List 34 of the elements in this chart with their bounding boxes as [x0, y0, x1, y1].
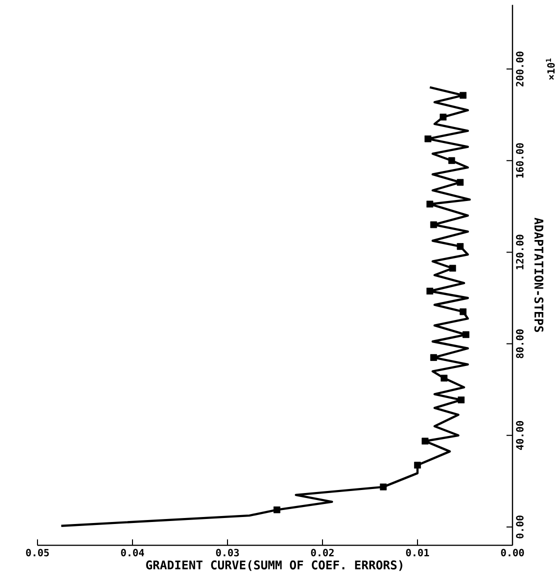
point: [414, 462, 421, 469]
text: ×10$^{1}$: [546, 58, 555, 80]
x-axis-title: GRADIENT CURVE(SUMM OF COEF. ERRORS): [146, 560, 402, 571]
point: [460, 92, 466, 99]
x-tick-label: 0.01: [406, 548, 430, 556]
point: [426, 200, 434, 208]
point: [274, 506, 280, 514]
point: [426, 288, 434, 295]
point: [456, 178, 464, 186]
point: [449, 264, 456, 272]
y-axis-title: ADAPTATION-STEPS: [534, 218, 544, 332]
x-tick-label: 0.04: [121, 548, 144, 556]
point: [448, 157, 456, 164]
line-series: [60, 86, 471, 527]
point: [430, 221, 438, 228]
y-tick-label: 120.00: [516, 234, 524, 270]
x-tick-label: 0.02: [311, 548, 334, 556]
point: [456, 243, 464, 250]
x-tick-label: 0.03: [216, 548, 239, 556]
point: [458, 396, 465, 404]
y-tick-label: 160.00: [516, 143, 524, 178]
y-tick-label: 40.00: [516, 421, 524, 450]
point: [380, 484, 387, 490]
point: [440, 374, 448, 382]
point: [460, 308, 466, 316]
y-tick-label: 80.00: [516, 329, 524, 358]
point: [440, 114, 447, 120]
point: [462, 331, 470, 338]
point: [430, 354, 438, 361]
point: [422, 438, 428, 445]
y-tick-label: 200.00: [516, 52, 524, 86]
x-tick-label: 0.05: [26, 548, 49, 556]
point: [424, 135, 432, 142]
y-tick-label: 0.00: [516, 516, 524, 538]
